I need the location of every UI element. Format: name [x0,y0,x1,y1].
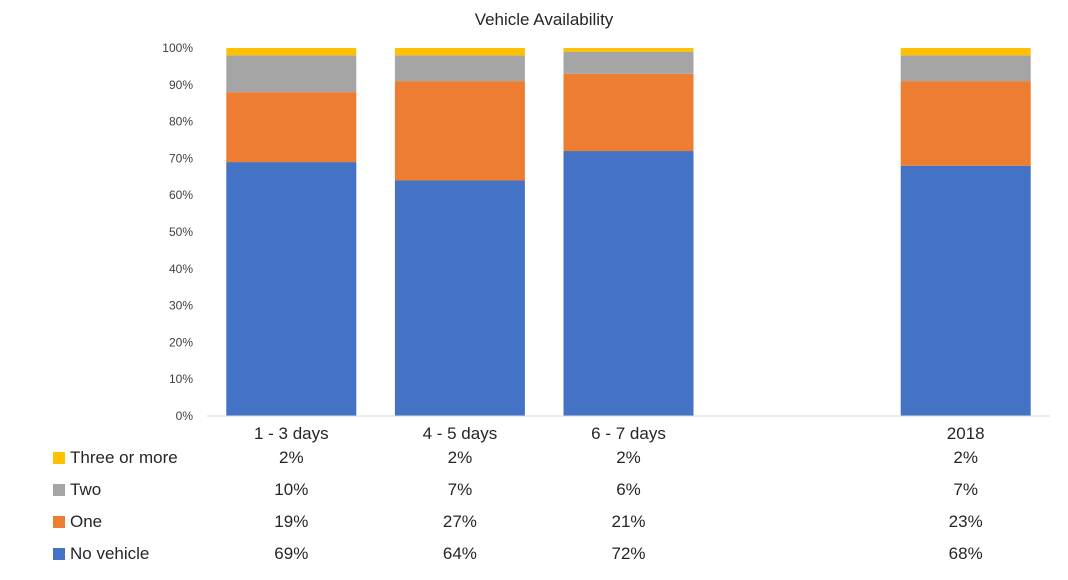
data-label: 10% [274,480,308,499]
data-label: 19% [274,512,308,531]
data-label: 7% [953,480,978,499]
data-label: 21% [611,512,645,531]
legend-swatch [53,452,65,464]
bar-segment [563,51,694,74]
category-labels: 1 - 3 days 4 - 5 days 6 - 7 days 2018 [254,424,985,443]
data-label: 23% [949,512,983,531]
bar-segment [394,55,525,82]
bar-segment [563,48,694,52]
legend-swatch [53,548,65,560]
y-tick-label: 50% [169,225,193,239]
legend-label: One [70,512,102,531]
data-label: 2% [279,448,304,467]
bar-segment [394,180,525,416]
y-tick-label: 10% [169,372,193,386]
y-tick-label: 90% [169,78,193,92]
legend-label: Two [70,480,101,499]
data-label: 2% [616,448,641,467]
bar-segment [900,81,1031,166]
data-label: 6% [616,480,641,499]
chart-title: Vehicle Availability [475,10,614,29]
legend-swatch [53,516,65,528]
x-tick-label: 4 - 5 days [423,424,498,443]
y-tick-label: 40% [169,262,193,276]
bar-segment [563,151,694,417]
data-label: 68% [949,544,983,563]
bar-segment [900,55,1031,82]
y-tick-label: 100% [162,41,193,55]
bar-segment [394,81,525,181]
x-tick-label: 2018 [947,424,985,443]
data-label: 2% [953,448,978,467]
y-tick-label: 80% [169,115,193,129]
x-tick-label: 6 - 7 days [591,424,666,443]
bar-segment [394,48,525,56]
bar-segment [900,165,1031,416]
y-tick-label: 60% [169,188,193,202]
x-tick-label: 1 - 3 days [254,424,329,443]
data-label: 7% [448,480,473,499]
y-axis: 0% 10% 20% 30% 40% 50% 60% 70% 80% 90% 100% [162,41,193,423]
data-label: 69% [274,544,308,563]
data-label: 27% [443,512,477,531]
bar-segment [226,48,357,56]
data-label: 72% [611,544,645,563]
legend-label: No vehicle [70,544,149,563]
bar-segment [226,162,357,416]
data-label: 2% [448,448,473,467]
data-table: Three or more 2% 2% 2% 2% Two 10% 7% 6% 7% One 19% 2… [53,448,983,563]
data-label: 64% [443,544,477,563]
y-tick-label: 70% [169,151,193,165]
bars [226,48,1031,417]
y-tick-label: 20% [169,335,193,349]
bar-segment [226,55,357,93]
y-tick-label: 30% [169,299,193,313]
y-tick-label: 0% [176,409,194,423]
bar-segment [900,48,1031,56]
legend-swatch [53,484,65,496]
bar-segment [226,92,357,163]
bar-segment [563,73,694,152]
legend-label: Three or more [70,448,178,467]
